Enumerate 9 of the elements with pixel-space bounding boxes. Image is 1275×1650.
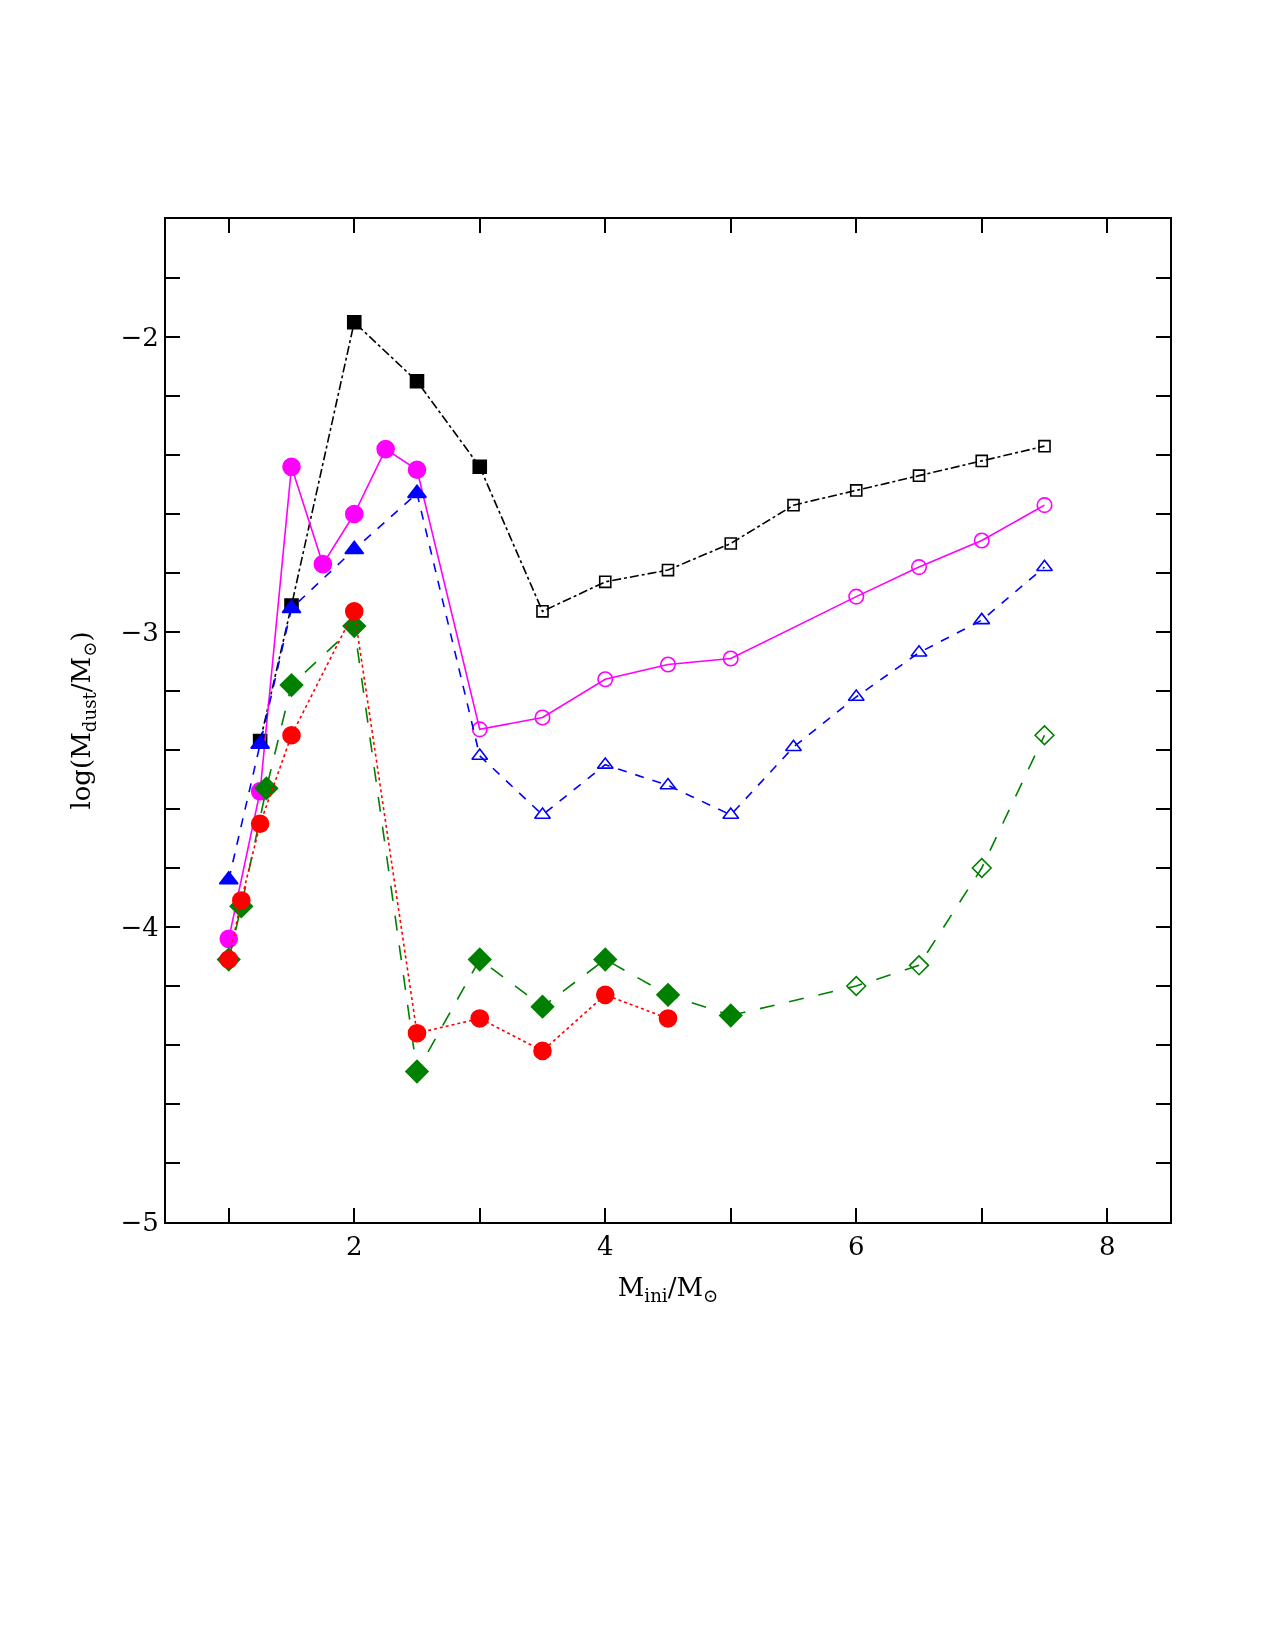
y-tick-label: −5 (120, 1207, 159, 1238)
y-tick-label: −4 (120, 912, 159, 943)
x-tick-label: 4 (596, 1231, 614, 1262)
x-axis-title: M$_{ini}$/M$_{⊙}$ (617, 1272, 719, 1306)
x-tick-label: 2 (345, 1231, 363, 1262)
x-tick-label: 8 (1098, 1231, 1116, 1262)
x-tick-label: 6 (847, 1231, 865, 1262)
y-tick-label: −2 (120, 322, 159, 353)
y-tick-label: −3 (120, 617, 159, 648)
